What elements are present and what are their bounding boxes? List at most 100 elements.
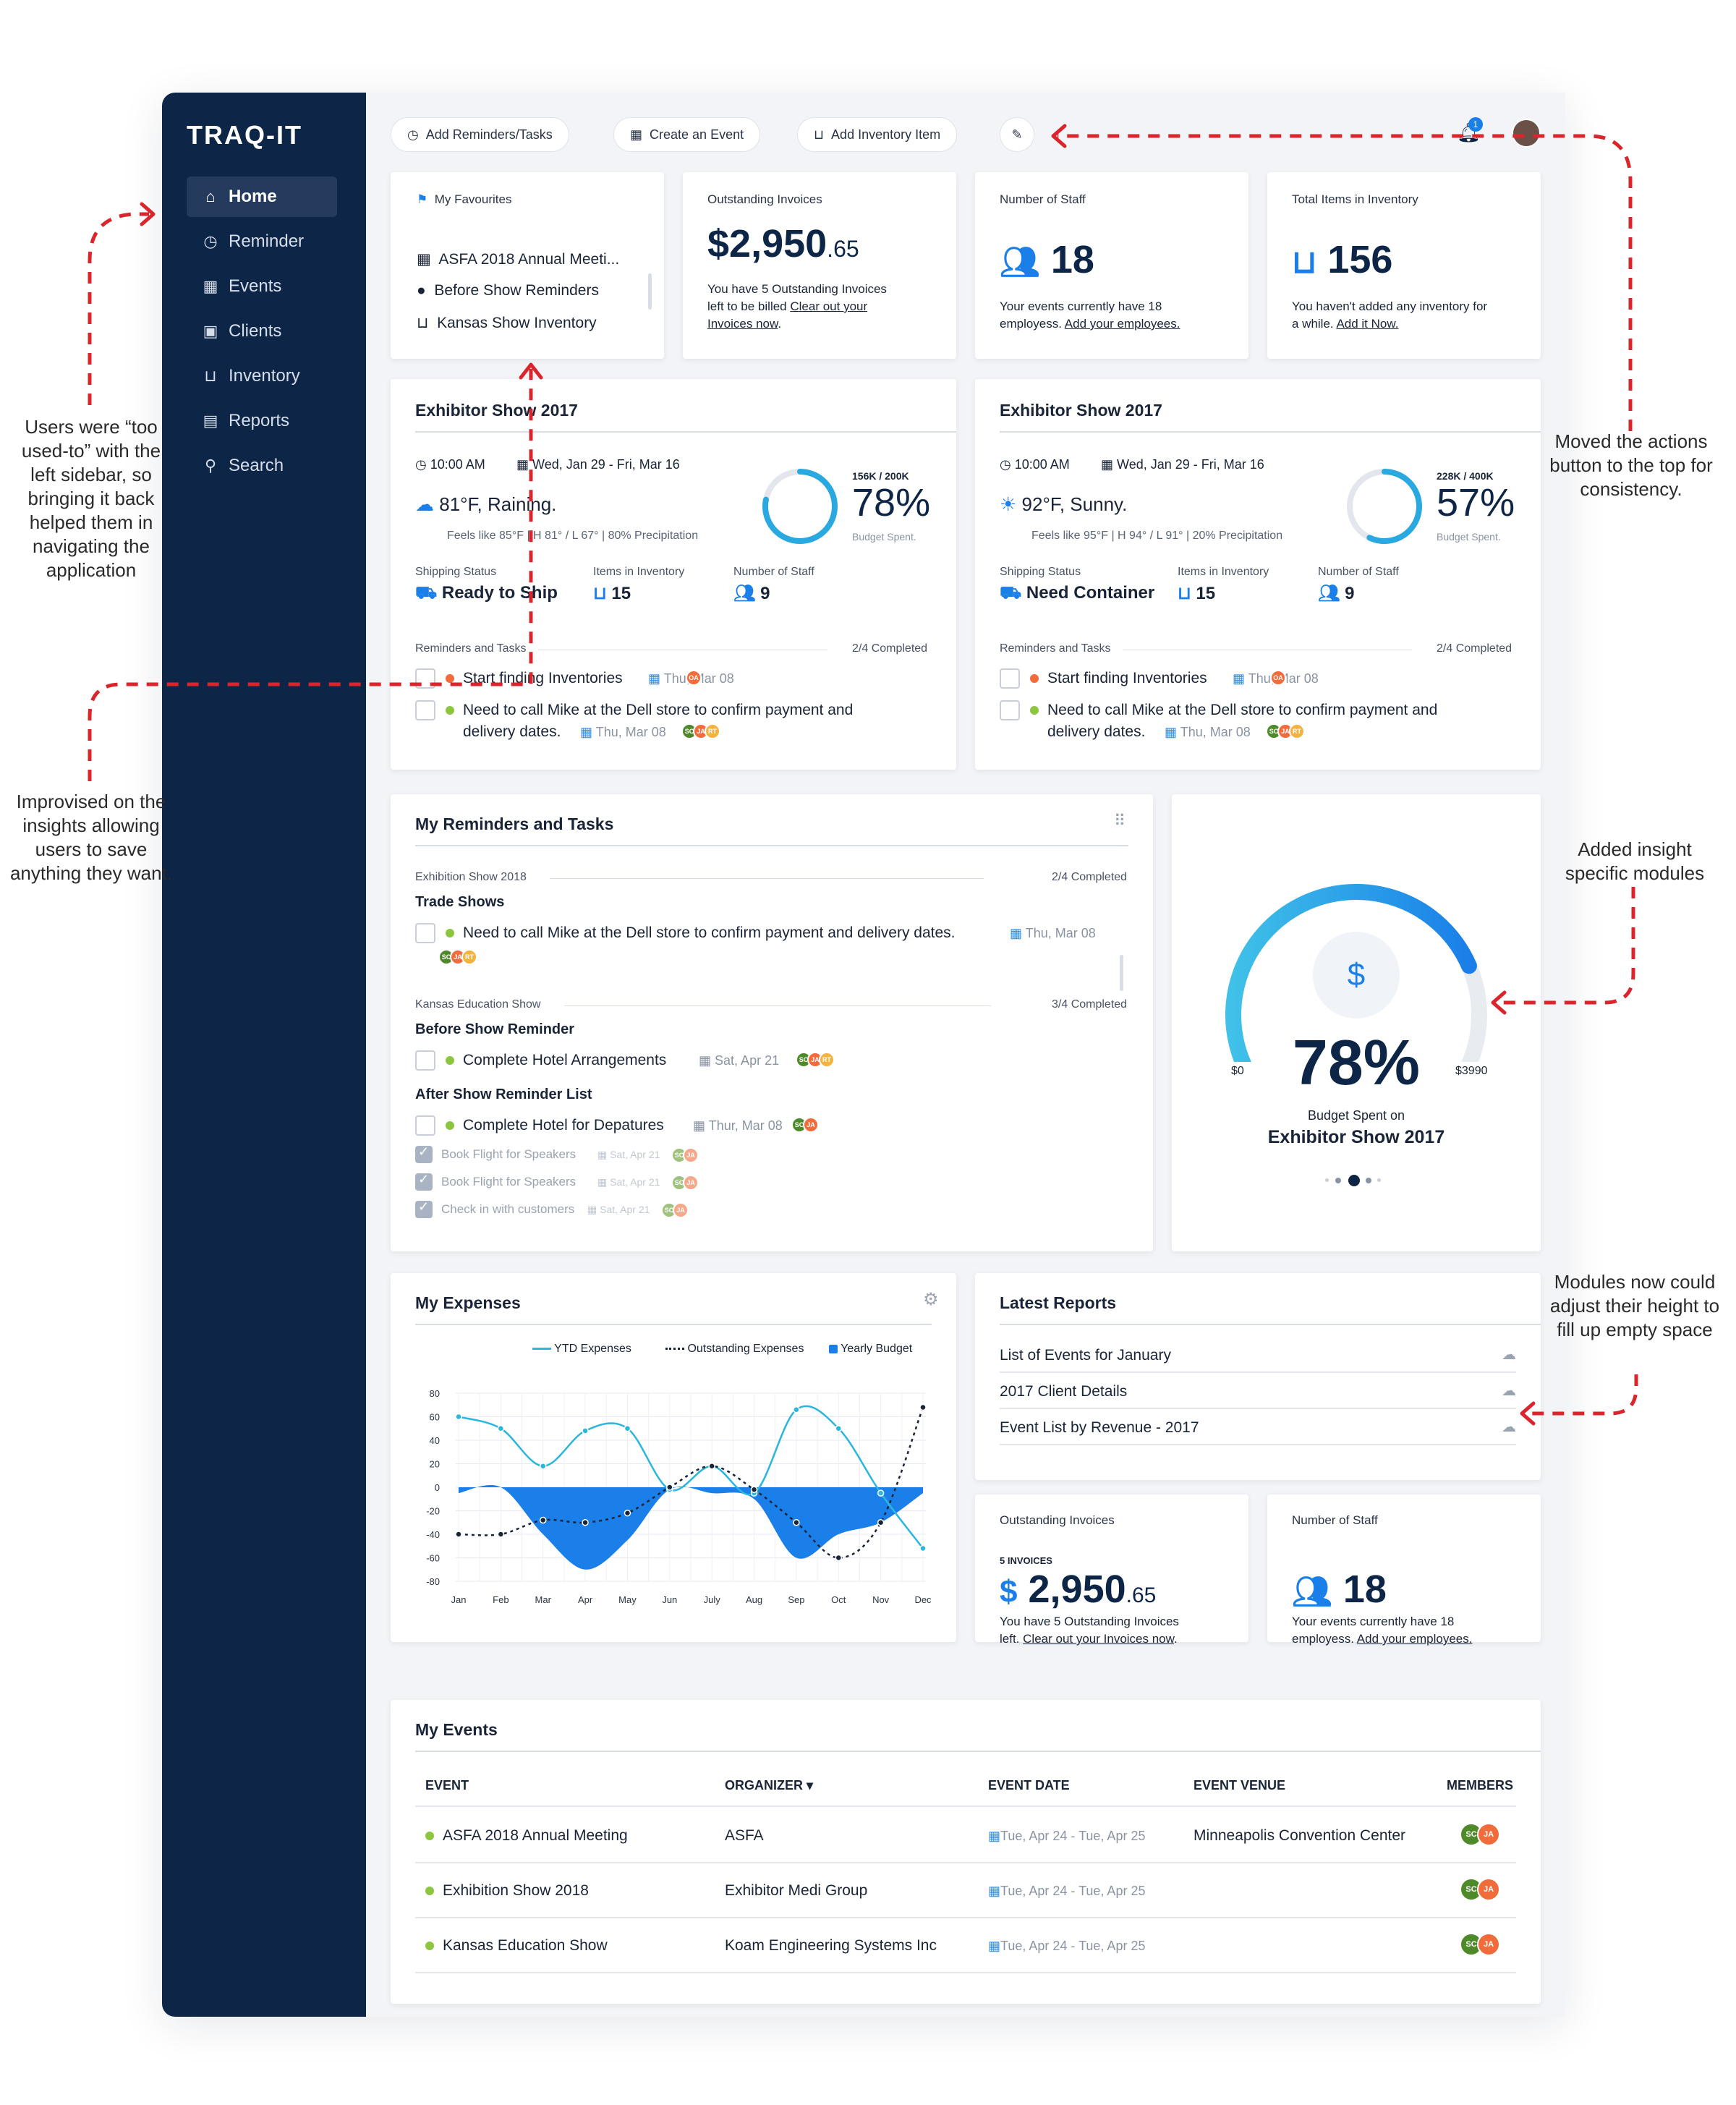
event-name[interactable]: Kansas Education Show (443, 1937, 608, 1954)
inventory-value-text: 15 (611, 584, 631, 603)
avatar: RT (461, 949, 477, 965)
invoices-title: Outstanding Invoices (1000, 1513, 1115, 1527)
column-header-members[interactable]: MEMBERS (1447, 1778, 1514, 1793)
task-checkbox-checked[interactable] (415, 1173, 433, 1191)
task-text[interactable]: delivery dates. (463, 723, 561, 740)
gear-icon[interactable]: ⚙ (923, 1290, 939, 1309)
carousel-dots[interactable] (1324, 1175, 1389, 1186)
carousel-dot[interactable] (1377, 1178, 1381, 1182)
carousel-dot[interactable] (1366, 1178, 1371, 1183)
user-avatar[interactable] (1512, 119, 1541, 148)
invoices-amount: $2,950.65 (707, 221, 859, 266)
column-header-event[interactable]: EVENT (425, 1778, 469, 1793)
reminders-label: Reminders and Tasks (1000, 642, 1111, 655)
task-text[interactable]: delivery dates. (1047, 723, 1146, 740)
favourite-item[interactable]: ⊔ Kansas Show Inventory (417, 314, 597, 332)
carousel-dot[interactable] (1325, 1178, 1329, 1182)
sidebar-item-clients[interactable]: ▣ Clients (187, 311, 337, 352)
invoices-amount: $ 2,950.65 (1000, 1567, 1156, 1612)
add-inventory-button[interactable]: ⊔ Add Inventory Item (797, 117, 958, 152)
add-inventory-link[interactable]: Add it Now. (1336, 317, 1399, 331)
x-tick-label: Nov (872, 1594, 890, 1605)
sidebar-item-reports[interactable]: ▤ Reports (187, 401, 337, 441)
carousel-dot-active[interactable] (1348, 1175, 1360, 1186)
inbox-icon: ⊔ (814, 127, 825, 142)
task-checkbox-checked[interactable] (415, 1146, 433, 1163)
avatar: JA (1477, 1878, 1500, 1901)
grid-icon[interactable]: ⠿ (1114, 812, 1126, 830)
task-checkbox[interactable] (415, 700, 435, 720)
cloud-download-icon[interactable]: ☁ (1502, 1419, 1516, 1435)
carousel-dot[interactable] (1335, 1178, 1341, 1183)
task-text-done[interactable]: Check in with customers (441, 1202, 575, 1216)
report-label: List of Events for January (1000, 1347, 1171, 1364)
ytd-point (835, 1425, 843, 1432)
budget-ring (1347, 469, 1422, 544)
calendar-icon: ▦ (988, 1829, 1001, 1843)
favourite-item[interactable]: ● Before Show Reminders (417, 282, 599, 299)
reminders-scrollbar[interactable] (1120, 955, 1123, 991)
table-row[interactable]: ASFA 2018 Annual Meeting ASFA ▦Tue, Apr 24… (415, 1808, 1516, 1863)
y-tick-label: 40 (430, 1435, 440, 1446)
task-text[interactable]: Need to call Mike at the Dell store to c… (463, 924, 956, 941)
task-checkbox[interactable] (415, 1050, 435, 1071)
clear-invoices-link-2[interactable]: Invoices now (707, 317, 778, 331)
task-text[interactable]: Start finding Inventories (463, 670, 623, 686)
reminders-title: My Reminders and Tasks (415, 815, 614, 833)
sidebar-item-label: Inventory (229, 366, 300, 386)
cloud-download-icon[interactable]: ☁ (1502, 1383, 1516, 1399)
show-title[interactable]: Exhibitor Show 2017 (1000, 401, 1162, 420)
add-reminders-button[interactable]: ◷ Add Reminders/Tasks (391, 117, 569, 152)
task-checkbox[interactable] (415, 923, 435, 943)
sidebar-item-reminder[interactable]: ◷ Reminder (187, 221, 337, 262)
edit-button[interactable]: ✎ (1000, 117, 1034, 152)
sidebar-item-inventory[interactable]: ⊔ Inventory (187, 356, 337, 396)
favourites-scrollbar[interactable] (648, 273, 652, 310)
y-tick-label: -60 (426, 1553, 440, 1564)
task-checkbox[interactable] (415, 668, 435, 689)
cloud-download-icon[interactable]: ☁ (1502, 1347, 1516, 1363)
create-event-button[interactable]: ▦ Create an Event (613, 117, 761, 152)
users-icon: 👥︎ (1292, 1574, 1332, 1609)
column-header-venue[interactable]: EVENT VENUE (1194, 1778, 1286, 1793)
event-name[interactable]: Exhibition Show 2018 (443, 1882, 589, 1899)
task-checkbox-checked[interactable] (415, 1201, 433, 1218)
task-text[interactable]: Complete Hotel for Depatures (463, 1117, 664, 1134)
sidebar-item-search[interactable]: ⚲ Search (187, 446, 337, 486)
task-checkbox[interactable] (415, 1115, 435, 1136)
sidebar-item-events[interactable]: ▦ Events (187, 266, 337, 307)
task-text[interactable]: Need to call Mike at the Dell store to c… (463, 702, 854, 718)
inventory-label: Items in Inventory (593, 566, 685, 578)
clear-invoices-link[interactable]: Clear out your (790, 299, 868, 313)
task-checkbox[interactable] (1000, 700, 1020, 720)
column-header-organizer[interactable]: ORGANIZER ▾ (725, 1778, 813, 1793)
task-text[interactable]: Start finding Inventories (1047, 670, 1207, 686)
event-name[interactable]: ASFA 2018 Annual Meeting (443, 1827, 628, 1844)
sidebar-item-label: Home (229, 187, 277, 206)
task-date-text: Thur, Mar 08 (708, 1118, 783, 1133)
column-header-date[interactable]: EVENT DATE (988, 1778, 1070, 1793)
show-title[interactable]: Exhibitor Show 2017 (415, 401, 578, 420)
staff-value-text: 9 (1345, 584, 1355, 603)
rain-cloud-icon: ☁ (415, 493, 434, 515)
shipping-value: ⛟ Need Container (1000, 583, 1154, 605)
task-checkbox[interactable] (1000, 668, 1020, 689)
divider (415, 1324, 932, 1325)
calendar-icon: ▦ (1010, 926, 1023, 940)
task-text-done[interactable]: Book Flight for Speakers (441, 1175, 576, 1188)
table-row[interactable]: Kansas Education Show Koam Engineering Sy… (415, 1918, 1516, 1973)
task-text[interactable]: Need to call Mike at the Dell store to c… (1047, 702, 1438, 718)
report-item[interactable]: 2017 Client Details ☁ (1000, 1373, 1516, 1409)
sidebar-item-home[interactable]: ⌂ Home (187, 177, 337, 217)
add-employees-link[interactable]: Add your employees. (1064, 317, 1180, 331)
add-employees-link[interactable]: Add your employees. (1356, 1632, 1473, 1646)
divider (415, 431, 956, 433)
favourite-item[interactable]: ▦ ASFA 2018 Annual Meeti... (417, 250, 619, 268)
task-text-done[interactable]: Book Flight for Speakers (441, 1147, 576, 1161)
clear-invoices-link[interactable]: Clear out your Invoices now (1023, 1632, 1174, 1646)
table-row[interactable]: Exhibition Show 2018 Exhibitor Medi Group… (415, 1863, 1516, 1918)
task-text[interactable]: Complete Hotel Arrangements (463, 1052, 667, 1068)
report-item[interactable]: List of Events for January ☁ (1000, 1337, 1516, 1373)
report-item[interactable]: Event List by Revenue - 2017 ☁ (1000, 1409, 1516, 1445)
legend-line (665, 1348, 684, 1351)
